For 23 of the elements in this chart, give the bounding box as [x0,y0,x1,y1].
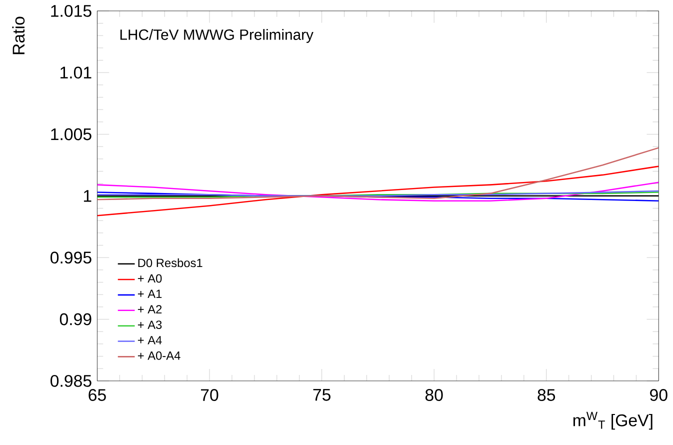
y-tick-label: 1.005 [51,128,92,140]
x-axis-title: m$^{W}$$_{T}$ [GeV] [573,412,652,430]
legend-label: + A3 [138,320,162,329]
legend-label: + A1 [138,290,162,298]
x-tick-label: 75 [313,388,330,401]
y-tick-label: 0.99 [60,313,92,326]
legend-label: + A4 [138,336,162,344]
legend-label: + A0-A4 [138,351,180,360]
x-tick-label: 70 [200,388,218,401]
y-tick-label: 1 [84,190,92,202]
annotation: LHC/TeV MWWG Preliminary [120,28,314,43]
y-tick-label: 1.01 [60,66,92,78]
y-tick-label: 1.015 [51,4,92,17]
x-tick-label: 90 [650,388,668,401]
y-tick-label: 0.985 [50,374,92,387]
legend-label: + A0 [138,274,162,282]
x-tick-label: 65 [88,388,106,401]
x-tick-label: 85 [538,388,556,401]
x-tick-label: 80 [425,388,443,401]
legend-label: D0 Resbos1 [138,258,202,267]
y-tick-label: 0.995 [50,251,92,264]
legend-label: + A2 [138,304,162,314]
y-axis-title: Ratio [12,16,25,54]
